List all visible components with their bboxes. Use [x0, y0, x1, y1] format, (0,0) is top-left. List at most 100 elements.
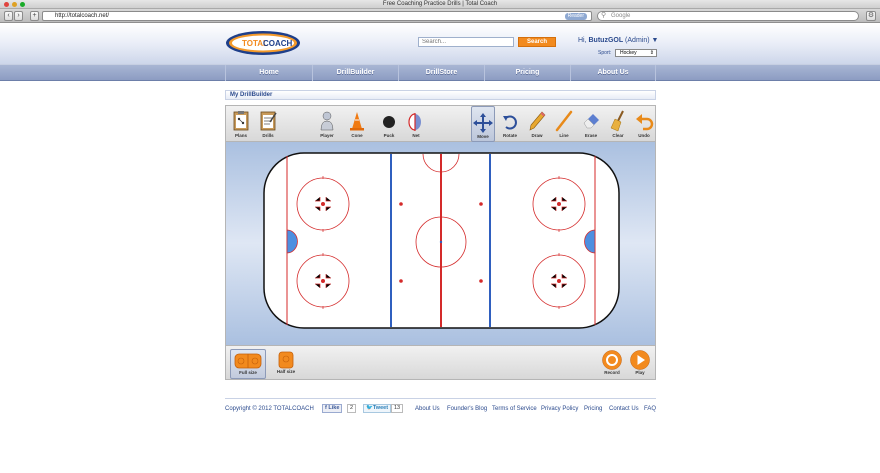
tweet-count: 13	[391, 404, 404, 413]
player-icon	[320, 111, 334, 131]
eraser-icon	[583, 114, 599, 129]
logo-text-right: COACH	[263, 39, 293, 48]
gear-icon[interactable]: ⚙	[866, 11, 876, 21]
tool-undo[interactable]: Undo	[633, 106, 655, 142]
main-nav: Home DrillBuilder DrillStore Pricing Abo…	[0, 64, 880, 81]
tool-erase[interactable]: Erase	[580, 106, 602, 142]
like-label: Like	[328, 405, 340, 411]
net-icon	[408, 113, 421, 131]
tool-label: Undo	[638, 133, 650, 138]
site-footer: Copyright © 2012 TOTALCOACH f Like 2 🐦Tw…	[225, 398, 656, 418]
undo-icon	[636, 114, 654, 131]
nav-drillbuilder[interactable]: DrillBuilder	[312, 65, 398, 81]
maximize-window-icon[interactable]	[20, 2, 25, 7]
play-label: Play	[635, 370, 645, 375]
nav-home[interactable]: Home	[225, 65, 312, 81]
totalcoach-logo[interactable]: TOTAL COACH	[225, 30, 301, 56]
rotate-icon	[503, 115, 517, 130]
footer-link-terms[interactable]: Terms of Service	[492, 406, 537, 412]
tool-label: Rotate	[502, 133, 517, 138]
address-bar[interactable]: http://totalcoach.net/ Reader	[42, 11, 592, 21]
full-size-button[interactable]: Full size	[230, 349, 266, 379]
tool-draw[interactable]: Draw	[526, 106, 548, 142]
forward-button[interactable]: ›	[14, 11, 23, 21]
username[interactable]: ButuzGOL	[588, 37, 624, 44]
browser-search-input[interactable]: ⚲ Google	[597, 11, 859, 21]
nav-about-us[interactable]: About Us	[570, 65, 656, 81]
user-greeting[interactable]: Hi, ButuzGOL (Admin) ▼	[578, 37, 658, 44]
search-icon: ⚲	[601, 12, 607, 19]
sport-select[interactable]: Hockey ⇕	[615, 49, 657, 57]
reader-button[interactable]: Reader	[564, 13, 587, 20]
canvas-options-bar: Full size Half size Record Play	[225, 345, 656, 380]
nav-pricing[interactable]: Pricing	[484, 65, 570, 81]
tool-puck[interactable]: Puck	[378, 106, 400, 142]
drill-canvas[interactable]	[225, 142, 656, 345]
footer-link-founders-blog[interactable]: Founder's Blog	[447, 406, 488, 412]
footer-link-pricing[interactable]: Pricing	[584, 406, 603, 412]
broom-icon	[610, 110, 624, 132]
tweet-button[interactable]: 🐦Tweet	[363, 404, 392, 413]
minimize-window-icon[interactable]	[12, 2, 17, 7]
add-bookmark-button[interactable]: +	[30, 11, 39, 21]
hockey-rink[interactable]	[226, 142, 657, 345]
size-label: Full size	[239, 370, 257, 375]
full-rink-icon	[234, 353, 262, 369]
tool-label: Puck	[383, 133, 395, 138]
tool-net[interactable]: Net	[405, 106, 427, 142]
puck-icon	[383, 116, 395, 128]
clipboard-icon	[233, 111, 249, 131]
tool-clear[interactable]: Clear	[607, 106, 629, 142]
tool-label: Move	[477, 134, 489, 139]
line-icon	[555, 110, 573, 132]
nav-drillstore[interactable]: DrillStore	[398, 65, 484, 81]
tool-label: Cone	[351, 133, 363, 138]
tweet-label: Tweet	[372, 405, 389, 411]
record-icon	[602, 350, 622, 370]
window-titlebar: Free Coaching Practice Drills | Total Co…	[0, 0, 880, 9]
sport-value: Hockey	[620, 50, 637, 56]
search-button[interactable]: Search	[518, 37, 556, 47]
back-button[interactable]: ‹	[4, 11, 13, 21]
tool-cone[interactable]: Cone	[346, 106, 368, 142]
half-size-button[interactable]: Half size	[268, 349, 304, 379]
site-search-input[interactable]	[418, 37, 514, 47]
tool-label: Plans	[234, 133, 247, 138]
cone-icon	[350, 112, 364, 131]
browser-toolbar: ‹ › + http://totalcoach.net/ Reader ⚲ Go…	[0, 9, 880, 23]
size-label: Half size	[276, 369, 296, 374]
tool-label: Clear	[612, 133, 624, 138]
tool-line[interactable]: Line	[553, 106, 575, 142]
close-window-icon[interactable]	[4, 2, 9, 7]
tool-label: Draw	[531, 133, 543, 138]
record-button[interactable]: Record	[600, 350, 624, 380]
footer-link-faq[interactable]: FAQ	[644, 406, 657, 412]
footer-link-privacy[interactable]: Privacy Policy	[541, 406, 579, 412]
pencil-icon	[529, 111, 546, 131]
like-count: 2	[347, 404, 357, 413]
tool-drills[interactable]: Drills	[256, 106, 280, 142]
logo-text-left: TOTAL	[242, 39, 268, 48]
user-role[interactable]: (Admin) ▼	[623, 37, 659, 44]
url-text: http://totalcoach.net/	[55, 13, 110, 19]
greeting-prefix: Hi,	[578, 37, 589, 44]
tool-plans[interactable]: Plans	[229, 106, 253, 142]
footer-link-about-us[interactable]: About Us	[415, 406, 440, 412]
copyright-text: Copyright © 2012 TOTALCOACH	[225, 406, 314, 412]
builder-title: My DrillBuilder	[225, 90, 656, 100]
drill-toolbar: Plans Drills Player Cone Puck Net Move R…	[225, 105, 656, 142]
footer-link-contact-us[interactable]: Contact Us	[609, 406, 639, 412]
tool-player[interactable]: Player	[316, 106, 338, 142]
facebook-like-button[interactable]: f Like	[322, 404, 343, 413]
tool-move[interactable]: Move	[471, 106, 495, 142]
record-label: Record	[604, 370, 620, 375]
facebook-icon: f	[325, 405, 329, 411]
tool-rotate[interactable]: Rotate	[499, 106, 521, 142]
browser-search-placeholder: Google	[611, 13, 631, 19]
play-button[interactable]: Play	[628, 350, 652, 380]
play-icon	[630, 350, 650, 370]
tool-label: Line	[559, 133, 569, 138]
drills-board-icon	[260, 111, 277, 131]
tool-label: Drills	[262, 133, 274, 138]
tool-label: Net	[412, 133, 420, 138]
